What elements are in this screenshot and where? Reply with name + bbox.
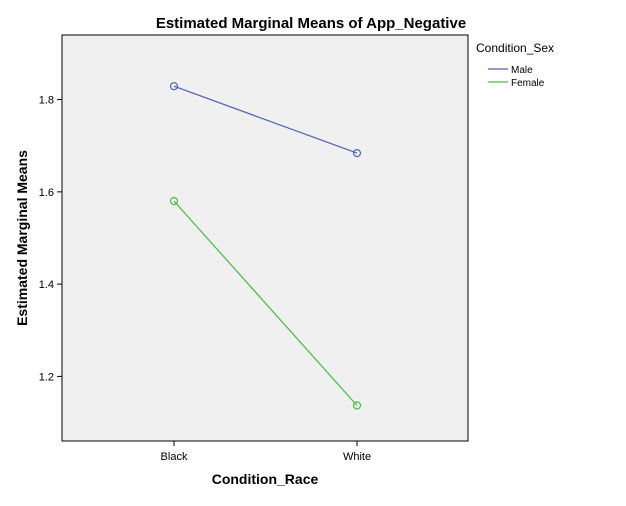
y-tick-label: 1.4 [39,279,54,291]
x-axis-label: Condition_Race [212,471,319,487]
y-tick-label: 1.6 [39,187,54,199]
series-line-female [173,200,358,406]
y-tick-label: 1.8 [39,95,54,107]
data-point-male-white [352,149,362,158]
legend-title: Condition_Sex [476,41,554,55]
chart-title: Estimated Marginal Means of App_Negative [156,15,466,32]
data-point-male-black [169,82,179,91]
legend-item-female: Female [488,78,545,89]
data-point-female-white [352,401,362,410]
series-line-male [173,85,358,154]
x-tick-label: White [343,451,371,463]
plot-area [61,34,469,442]
y-ticks: 1.2 1.4 1.6 1.8 [39,95,62,383]
x-ticks: Black White [161,441,371,463]
series-layer [169,82,362,410]
data-point-female-black [169,196,179,206]
legend: Condition_Sex Male Female [476,41,554,89]
x-tick-label: Black [161,451,188,463]
legend-label: Male [511,65,533,76]
y-axis-label: Estimated Marginal Means [14,150,30,326]
series-female [169,196,362,410]
y-tick-label: 1.2 [39,371,54,383]
series-male [169,82,362,158]
legend-label: Female [511,78,545,89]
legend-items: Male Female [488,65,545,89]
legend-item-male: Male [488,65,533,76]
